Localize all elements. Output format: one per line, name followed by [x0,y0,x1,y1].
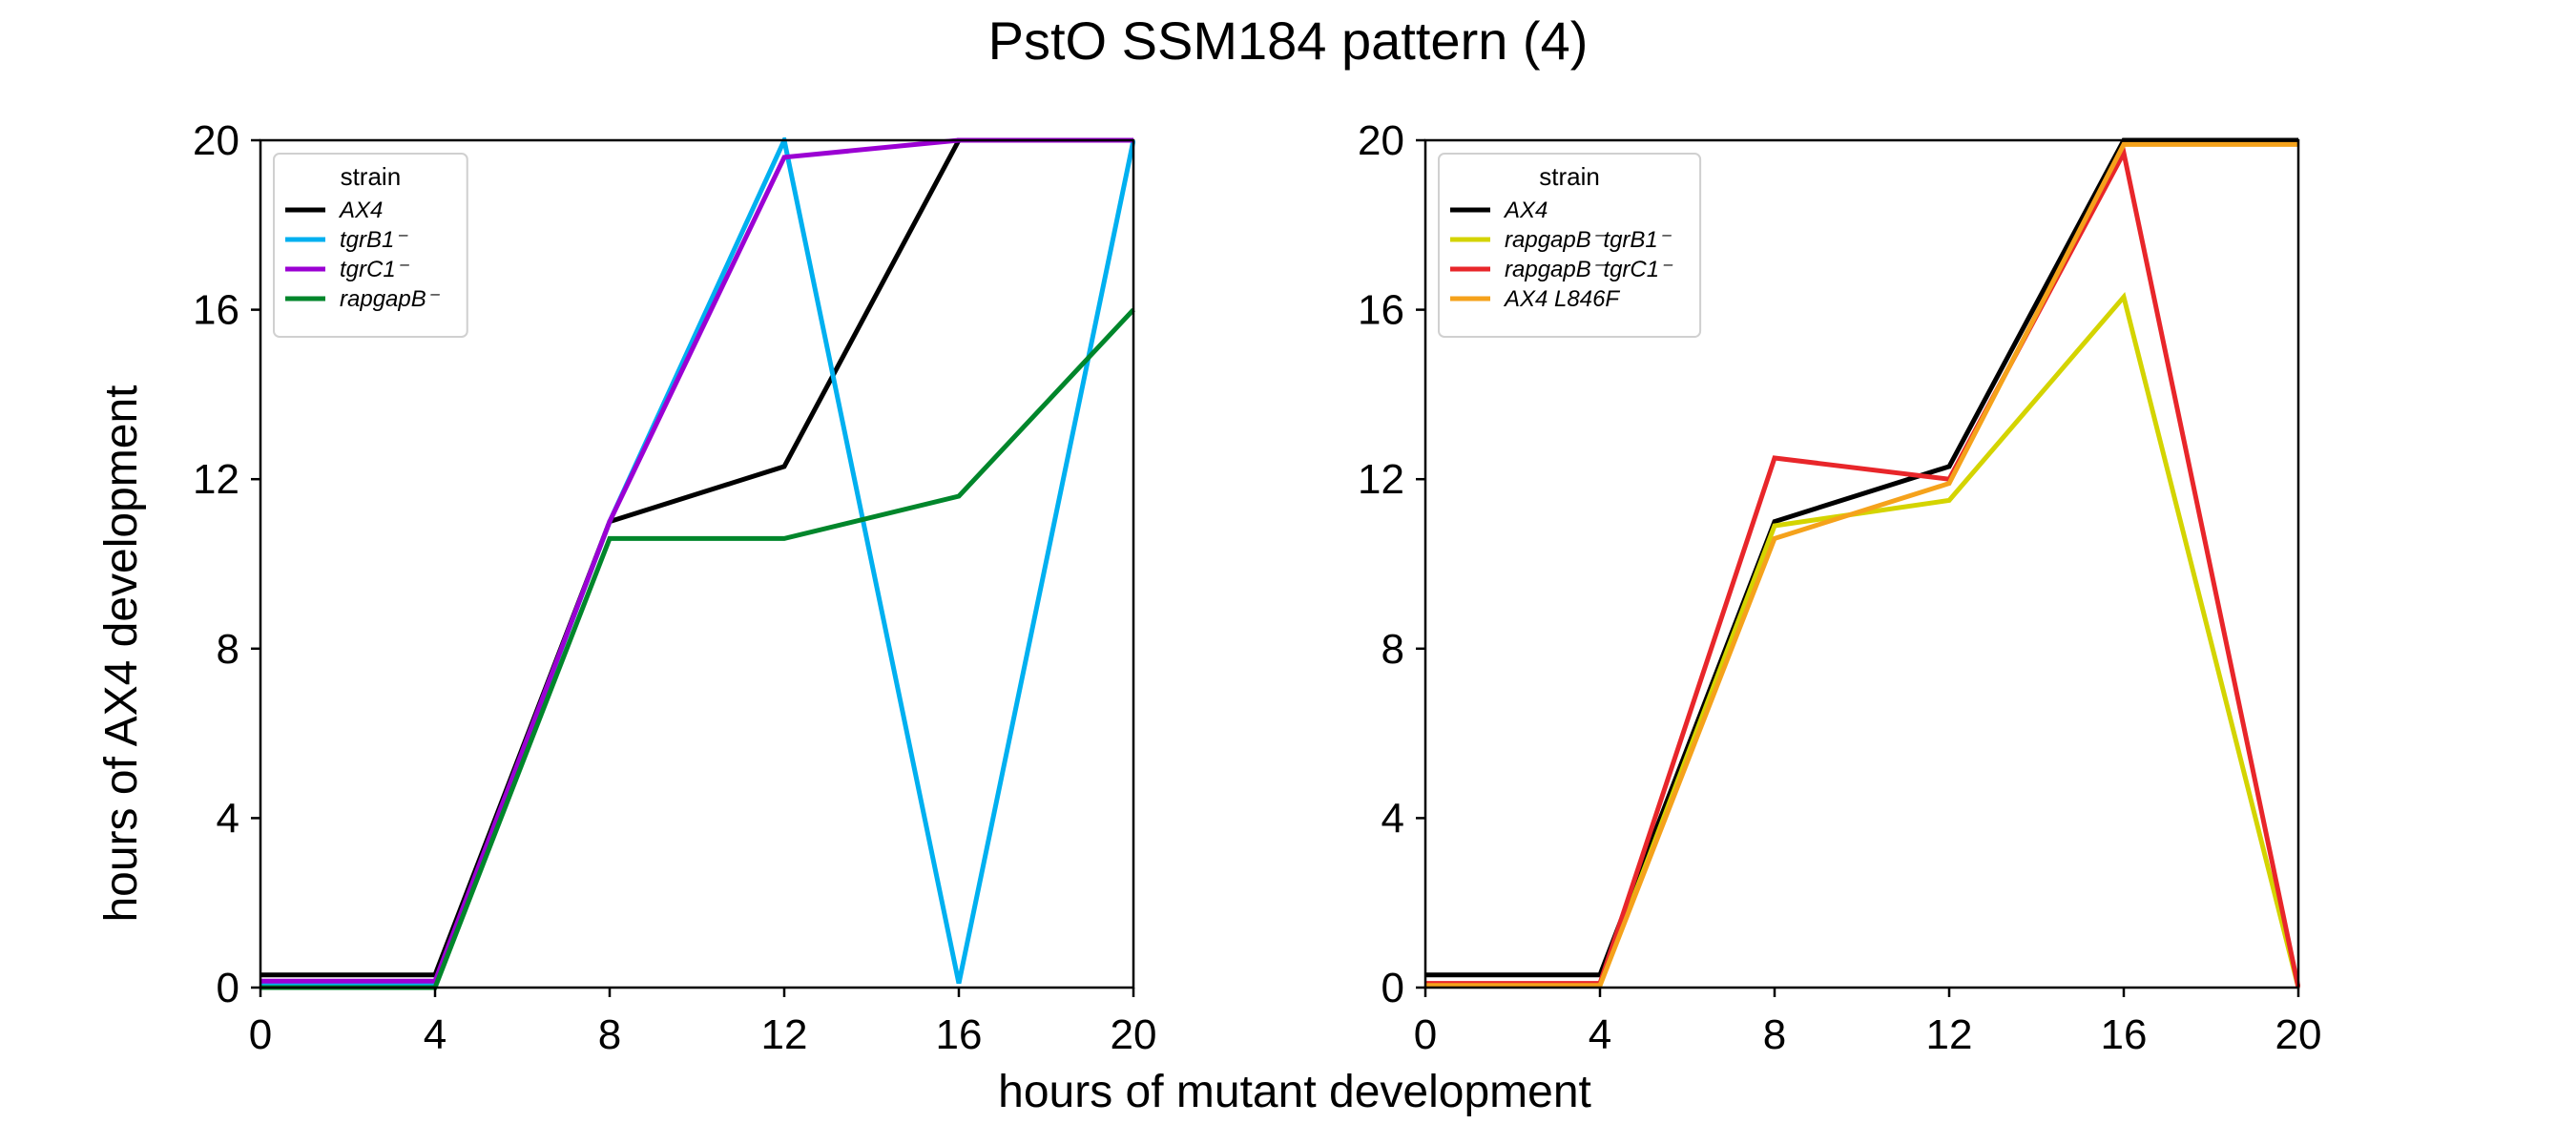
right-x-tick-label-4: 16 [2101,1011,2148,1058]
figure-title: PstO SSM184 pattern (4) [988,10,1589,71]
right-x-tick-label-1: 4 [1589,1011,1611,1058]
right-y-tick-label-5: 20 [1358,117,1404,164]
left-y-tick-label-3: 12 [193,456,239,503]
right-legend-label-0: AX4 [1503,198,1548,223]
left-legend: strain AX4 tgrB1⁻ tgrC1⁻ rapgapB⁻ [273,153,468,338]
right-y-tick-label-1: 4 [1381,795,1404,842]
left-y-tick-label-5: 20 [193,117,239,164]
left-legend-label-2: tgrC1⁻ [340,257,410,282]
right-legend-label-3: AX4 L846F [1503,286,1620,312]
right-x-tick-label-3: 12 [1926,1011,1973,1058]
left-chart-panel: 0 4 8 12 16 20 0 4 8 12 16 20 strain AX4 tgrB1⁻ tgrC1⁻ r… [193,117,1156,1058]
right-legend-label-1: rapgapB⁻tgrB1⁻ [1505,227,1672,253]
left-legend-label-3: rapgapB⁻ [340,286,441,312]
right-y-tick-label-4: 16 [1358,287,1404,334]
right-series-line-3 [1425,141,2298,989]
right-legend-box [1438,153,1702,338]
left-x-tick-label-5: 20 [1111,1011,1157,1058]
x-axis-label: hours of mutant development [998,1067,1591,1117]
left-x-tick-label-3: 12 [761,1011,808,1058]
y-axis-label: hours of AX4 development [96,385,147,922]
right-x-tick-label-2: 8 [1763,1011,1786,1058]
left-legend-title: strain [341,162,402,191]
left-x-tick-label-0: 0 [249,1011,272,1058]
right-x-tick-label-5: 20 [2275,1011,2322,1058]
left-x-tick-label-4: 16 [936,1011,983,1058]
left-y-tick-label-0: 0 [217,965,239,1011]
right-legend: strain AX4 rapgapB⁻tgrB1⁻ rapgapB⁻tgrC1⁻ AX4… [1438,153,1702,338]
left-legend-label-0: AX4 [338,198,383,223]
left-legend-box [273,153,468,338]
right-legend-title: strain [1539,162,1600,191]
right-axes-frame [1423,138,2300,989]
left-y-tick-label-1: 4 [217,795,239,842]
left-y-tick-label-2: 8 [217,626,239,673]
right-x-tick-label-0: 0 [1414,1011,1437,1058]
left-y-tick-label-4: 16 [193,287,239,334]
left-x-tick-label-2: 8 [598,1011,621,1058]
right-chart-panel: 0 4 8 12 16 20 0 4 8 12 16 20 strain AX4 rapgapB⁻tgrB1… [1358,117,2321,1058]
left-x-tick-label-1: 4 [424,1011,447,1058]
right-legend-label-2: rapgapB⁻tgrC1⁻ [1505,257,1673,282]
right-y-tick-label-2: 8 [1381,626,1404,673]
left-axes-frame [259,138,1135,989]
right-y-tick-label-0: 0 [1381,965,1404,1011]
left-legend-label-1: tgrB1⁻ [340,227,408,253]
right-y-tick-label-3: 12 [1358,456,1404,503]
